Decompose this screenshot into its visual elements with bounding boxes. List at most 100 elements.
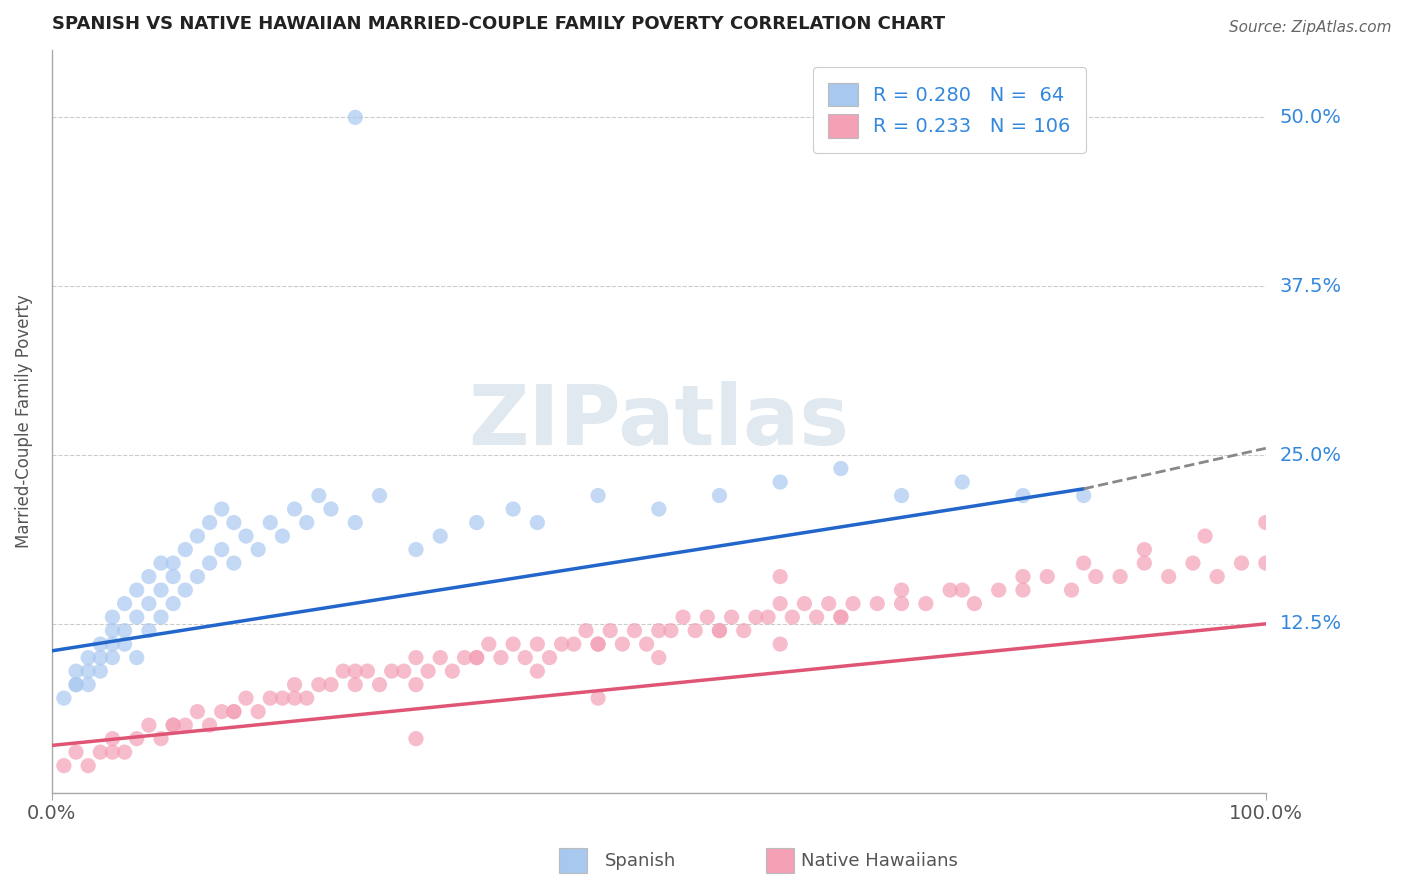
Point [586, 637, 609, 651]
Point [1181, 556, 1204, 570]
Point [138, 597, 160, 611]
Point [138, 569, 160, 583]
Text: SPANISH VS NATIVE HAWAIIAN MARRIED-COUPLE FAMILY POVERTY CORRELATION CHART: SPANISH VS NATIVE HAWAIIAN MARRIED-COUPL… [52, 15, 945, 33]
Point [769, 569, 792, 583]
Point [806, 610, 828, 624]
Point [162, 556, 184, 570]
Point [866, 597, 889, 611]
Point [963, 597, 986, 611]
Point [478, 637, 501, 651]
Point [114, 597, 136, 611]
Point [186, 529, 208, 543]
Point [502, 637, 524, 651]
Point [222, 705, 245, 719]
Point [52, 758, 75, 772]
Point [515, 650, 537, 665]
Point [138, 718, 160, 732]
Point [612, 637, 634, 651]
Point [550, 637, 572, 651]
Point [709, 624, 731, 638]
Point [465, 516, 488, 530]
Point [575, 624, 598, 638]
Point [344, 516, 367, 530]
Point [101, 745, 124, 759]
Point [114, 624, 136, 638]
Point [914, 597, 936, 611]
Point [830, 610, 852, 624]
Point [696, 610, 718, 624]
Point [1060, 583, 1083, 598]
Point [89, 664, 111, 678]
Point [1073, 556, 1095, 570]
Point [950, 475, 973, 489]
Point [842, 597, 865, 611]
Point [344, 678, 367, 692]
Point [150, 556, 173, 570]
Point [356, 664, 378, 678]
Point [756, 610, 779, 624]
Point [950, 583, 973, 598]
Text: 50.0%: 50.0% [1279, 108, 1341, 127]
Point [65, 664, 87, 678]
Point [65, 678, 87, 692]
Point [150, 610, 173, 624]
Point [222, 516, 245, 530]
Point [125, 650, 148, 665]
Point [211, 502, 233, 516]
Point [890, 583, 912, 598]
Point [52, 691, 75, 706]
Point [150, 583, 173, 598]
Text: Source: ZipAtlas.com: Source: ZipAtlas.com [1229, 20, 1392, 35]
Point [271, 691, 294, 706]
Point [709, 489, 731, 503]
Point [89, 650, 111, 665]
Point [441, 664, 464, 678]
Point [283, 502, 305, 516]
Point [769, 597, 792, 611]
Point [77, 678, 100, 692]
Point [235, 529, 257, 543]
Point [502, 502, 524, 516]
Point [782, 610, 804, 624]
Point [101, 624, 124, 638]
Point [623, 624, 645, 638]
Point [683, 624, 706, 638]
Point [295, 691, 318, 706]
Point [709, 624, 731, 638]
Point [162, 718, 184, 732]
Point [271, 529, 294, 543]
Point [89, 637, 111, 651]
Point [162, 569, 184, 583]
FancyBboxPatch shape [560, 847, 588, 872]
Point [636, 637, 658, 651]
Point [101, 731, 124, 746]
Point [586, 637, 609, 651]
Point [1012, 569, 1035, 583]
Point [939, 583, 962, 598]
Point [586, 691, 609, 706]
Point [198, 516, 221, 530]
Point [259, 516, 281, 530]
Point [648, 624, 671, 638]
Point [1254, 556, 1277, 570]
Point [186, 705, 208, 719]
Point [465, 650, 488, 665]
Point [368, 489, 391, 503]
Point [817, 597, 839, 611]
Point [405, 542, 427, 557]
Point [65, 678, 87, 692]
Point [648, 502, 671, 516]
Point [562, 637, 585, 651]
Point [526, 516, 548, 530]
Point [1012, 583, 1035, 598]
Point [1194, 529, 1216, 543]
Point [222, 556, 245, 570]
Point [648, 650, 671, 665]
Point [1084, 569, 1107, 583]
Point [344, 664, 367, 678]
Point [405, 650, 427, 665]
Point [890, 489, 912, 503]
Point [769, 637, 792, 651]
Point [308, 489, 330, 503]
Point [211, 705, 233, 719]
